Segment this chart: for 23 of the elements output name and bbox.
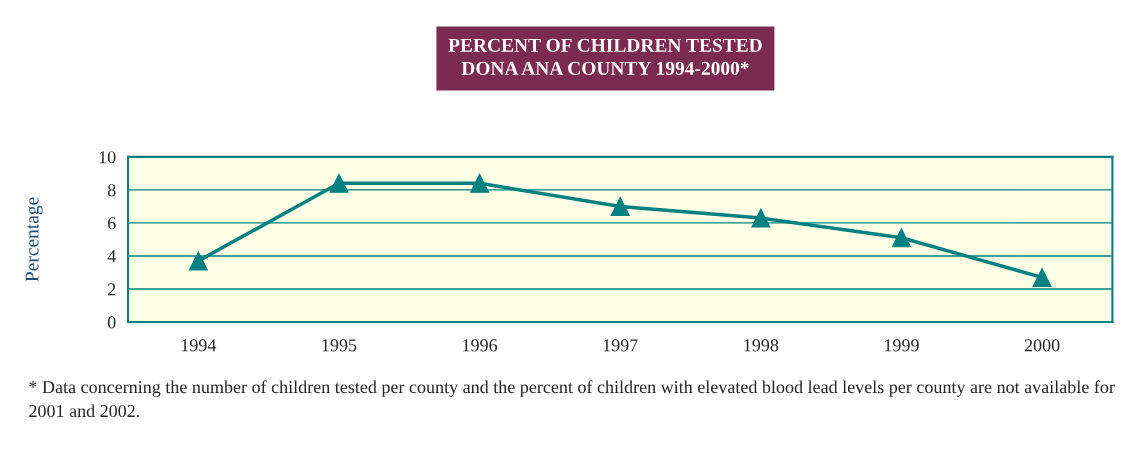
point [751,208,771,228]
x-tick-label: 1999 [884,339,919,352]
point [470,173,490,193]
point [891,228,912,248]
text: * Data concerning the number of children tested per county and the percent of children with elevated blood lead levels per county are not available for 2001 and 2002. [29,380,1115,418]
x-tick-label: 1997 [603,339,638,352]
y-tick-label: 8 [107,184,116,197]
x-tick-label: 1998 [744,339,779,352]
y-tick-label: 2 [107,283,116,296]
point [329,173,349,193]
x-tick-label: 2000 [1024,339,1060,352]
y-tick-label: 0 [107,316,116,329]
y-tick-label: 10 [99,151,116,164]
y-axis-title: Percentage [25,197,43,282]
x-tick-label: 1994 [181,339,217,352]
chart-title: PERCENT OF CHILDREN TESTED DONA ANA COUNTY 1994-2000* [448,38,762,75]
point [188,251,208,271]
x-tick-label: 1996 [463,339,498,352]
x-tick-label: 1995 [322,339,357,352]
point [1032,267,1052,287]
point [610,196,630,216]
y-tick-label: 4 [107,250,116,263]
y-tick-label: 6 [107,217,116,230]
